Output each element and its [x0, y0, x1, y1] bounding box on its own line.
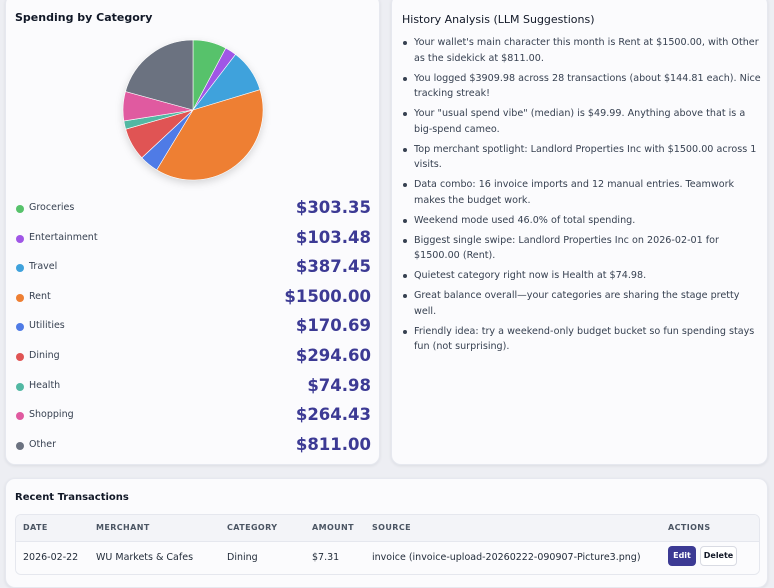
category-amount: $387.45 [295, 257, 371, 276]
category-amount: $811.00 [295, 435, 371, 454]
transactions-table: DATE MERCHANT CATEGORY AMOUNT SOURCE ACT… [15, 514, 760, 575]
pie-chart [122, 39, 264, 181]
analysis-item: Your wallet's main character this month … [402, 35, 762, 66]
category-color-dot [16, 294, 24, 302]
analysis-card: History Analysis (LLM Suggestions) Your … [391, 0, 768, 465]
category-row-dining: Dining $294.60 [16, 346, 371, 370]
analysis-item: You logged $3909.98 across 28 transactio… [402, 71, 762, 102]
category-amount: $1500.00 [284, 287, 371, 306]
category-name: Groceries [29, 202, 75, 213]
column-header-amount: AMOUNT [312, 523, 355, 532]
category-amount: $170.69 [295, 316, 371, 335]
category-name: Rent [29, 291, 51, 302]
delete-button[interactable]: Delete [700, 546, 737, 566]
row-source: invoice (invoice-upload-20260222-090907-… [372, 552, 641, 563]
analysis-item: Quietest category right now is Health at… [402, 268, 762, 284]
row-merchant: WU Markets & Cafes [96, 552, 194, 563]
analysis-title: History Analysis (LLM Suggestions) [402, 13, 595, 26]
pie-chart-svg [122, 39, 264, 181]
category-color-dot [16, 235, 24, 243]
category-row-rent: Rent $1500.00 [16, 287, 371, 311]
category-row-shopping: Shopping $264.43 [16, 405, 371, 429]
category-name: Utilities [29, 320, 65, 331]
category-name: Entertainment [29, 232, 98, 243]
row-date: 2026-02-22 [23, 552, 79, 563]
analysis-item: Friendly idea: try a weekend-only budget… [402, 324, 762, 355]
category-amount: $303.35 [295, 198, 371, 217]
table-row: 2026-02-22 WU Markets & Cafes Dining $7.… [16, 542, 759, 574]
category-amount: $264.43 [295, 405, 371, 424]
row-amount: $7.31 [312, 552, 340, 563]
column-header-category: CATEGORY [227, 523, 278, 532]
column-header-date: DATE [23, 523, 48, 532]
analysis-list: Your wallet's main character this month … [402, 35, 762, 359]
column-header-merchant: MERCHANT [96, 523, 150, 532]
category-color-dot [16, 323, 24, 331]
category-name: Health [29, 380, 61, 391]
category-row-utilities: Utilities $170.69 [16, 316, 371, 340]
spending-title: Spending by Category [15, 11, 153, 24]
category-row-groceries: Groceries $303.35 [16, 198, 371, 222]
column-header-source: SOURCE [372, 523, 411, 532]
category-amount: $103.48 [295, 228, 371, 247]
category-color-dot [16, 412, 24, 420]
analysis-item: Your "usual spend vibe" (median) is $49.… [402, 106, 762, 137]
category-amount: $74.98 [307, 376, 371, 395]
column-header-actions: ACTIONS [668, 523, 711, 532]
category-amount: $294.60 [295, 346, 371, 365]
pie-slice-other [125, 39, 194, 111]
category-name: Travel [29, 261, 58, 272]
analysis-item: Great balance overall—your categories ar… [402, 288, 762, 319]
analysis-item: Data combo: 16 invoice imports and 12 ma… [402, 177, 762, 208]
category-row-travel: Travel $387.45 [16, 257, 371, 281]
table-header: DATE MERCHANT CATEGORY AMOUNT SOURCE ACT… [16, 515, 759, 542]
transactions-title: Recent Transactions [15, 492, 129, 503]
row-category: Dining [227, 552, 258, 563]
category-row-entertainment: Entertainment $103.48 [16, 228, 371, 252]
analysis-item: Biggest single swipe: Landlord Propertie… [402, 233, 762, 264]
analysis-item: Weekend mode used 46.0% of total spendin… [402, 213, 762, 229]
category-name: Shopping [29, 409, 74, 420]
category-row-other: Other $811.00 [16, 435, 371, 459]
category-color-dot [16, 442, 24, 450]
category-name: Other [29, 439, 56, 450]
category-row-health: Health $74.98 [16, 376, 371, 400]
transactions-card: Recent Transactions DATE MERCHANT CATEGO… [5, 478, 768, 588]
category-name: Dining [29, 350, 60, 361]
edit-button[interactable]: Edit [668, 546, 696, 566]
pie-slice-rent [156, 89, 264, 181]
category-color-dot [16, 383, 24, 391]
spending-card: Spending by Category Groceries $303.35 E… [5, 0, 380, 465]
category-color-dot [16, 205, 24, 213]
category-color-dot [16, 353, 24, 361]
analysis-item: Top merchant spotlight: Landlord Propert… [402, 142, 762, 173]
category-color-dot [16, 264, 24, 272]
